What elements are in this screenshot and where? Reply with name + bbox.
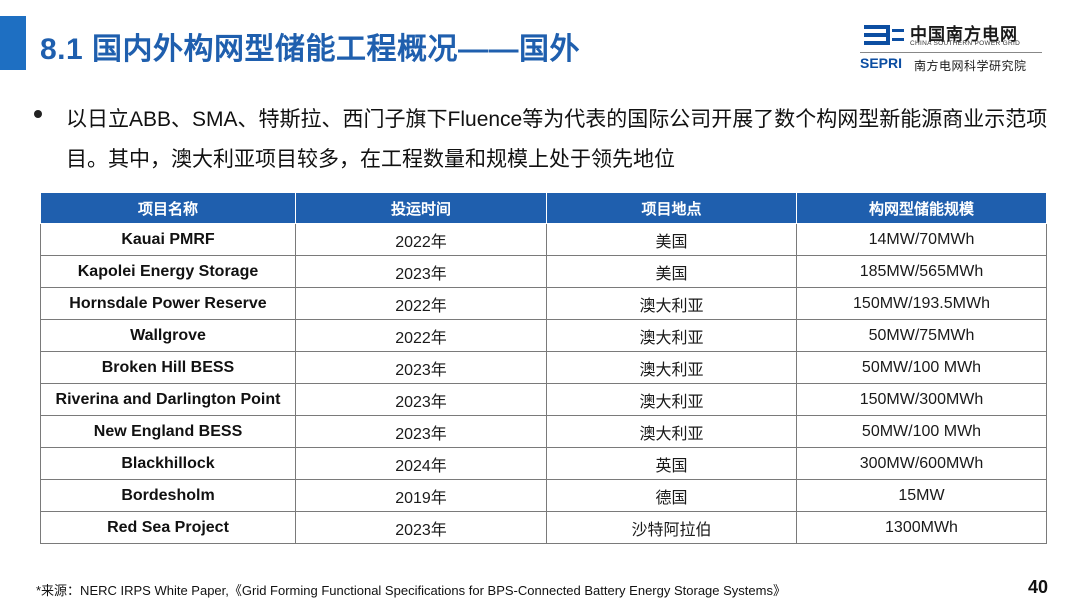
table-cell: 澳大利亚 [546,383,797,416]
bullet-dot-icon [34,110,42,118]
project-name-cell: Riverina and Darlington Point [40,383,296,416]
table-row: Blackhillock 2024年 英国 300MW/600MWh [40,447,1047,480]
project-name-cell: Red Sea Project [40,511,296,544]
table-cell: 50MW/100 MWh [796,351,1047,384]
table-cell: 澳大利亚 [546,319,797,352]
page-number: 40 [1028,577,1049,597]
table-row: Bordesholm 2019年 德国 15MW [40,479,1047,512]
table-header-cell: 投运时间 [295,192,547,224]
logo-divider [860,52,1042,53]
table-body: Kauai PMRF 2022年 美国 14MW/70MWh Kapolei Energ… [40,223,1047,544]
project-name-cell: Kauai PMRF [40,223,296,256]
table-cell: 美国 [546,255,797,288]
table-cell: 50MW/100 MWh [796,415,1047,448]
project-name-cell: Bordesholm [40,479,296,512]
table-cell: 2024年 [295,447,547,480]
table-row: Broken Hill BESS 2023年 澳大利亚 50MW/100 MWh [40,351,1047,384]
table-cell: 沙特阿拉伯 [546,511,797,544]
title-bar: 8.1 国内外构网型储能工程概况——国外 [0,16,680,70]
table-header-cell: 项目地点 [546,192,797,224]
company-logo: 中国南方电网 CHINA SOUTHERN POWER GRID SEPRI 南… [858,18,1048,74]
table-cell: 美国 [546,223,797,256]
table-cell: 2022年 [295,319,547,352]
slide-title: 8.1 国内外构网型储能工程概况——国外 [40,33,581,66]
table-cell: 德国 [546,479,797,512]
project-name-cell: Blackhillock [40,447,296,480]
table-cell: 2023年 [295,351,547,384]
table-cell: 澳大利亚 [546,415,797,448]
table-cell: 150MW/193.5MWh [796,287,1047,320]
title-accent-bar [0,16,26,70]
table-row: Riverina and Darlington Point 2023年 澳大利亚 15… [40,383,1047,416]
table-cell: 2022年 [295,223,547,256]
company-name-en: CHINA SOUTHERN POWER GRID [910,40,1021,47]
table-row: Hornsdale Power Reserve 2022年 澳大利亚 150MW/19… [40,287,1047,320]
table-cell: 2022年 [295,287,547,320]
table-cell: 185MW/565MWh [796,255,1047,288]
table-cell: 2023年 [295,511,547,544]
table-header-cell: 构网型储能规模 [796,192,1047,224]
project-name-cell: Kapolei Energy Storage [40,255,296,288]
table-row: New England BESS 2023年 澳大利亚 50MW/100 MWh [40,415,1047,448]
company-name-cn: 中国南方电网 [910,25,1018,44]
table-row: Red Sea Project 2023年 沙特阿拉伯 1300MWh [40,511,1047,544]
table-cell: 2023年 [295,383,547,416]
table-cell: 15MW [796,479,1047,512]
table-cell: 150MW/300MWh [796,383,1047,416]
project-name-cell: Hornsdale Power Reserve [40,287,296,320]
power-grid-logo-icon [864,25,904,45]
table-cell: 澳大利亚 [546,351,797,384]
table-cell: 澳大利亚 [546,287,797,320]
bullet-text: 以日立ABB、SMA、特斯拉、西门子旗下Fluence等为代表的国际公司开展了数… [66,108,1048,171]
table-row: Kauai PMRF 2022年 美国 14MW/70MWh [40,223,1047,256]
table-header-cell: 项目名称 [40,192,296,224]
table-cell: 14MW/70MWh [796,223,1047,256]
table-cell: 2023年 [295,415,547,448]
project-name-cell: New England BESS [40,415,296,448]
table-header-row: 项目名称 投运时间 项目地点 构网型储能规模 [40,192,1047,224]
project-table: 项目名称 投运时间 项目地点 构网型储能规模 Kauai PMRF 2022年 美国 14M… [40,192,1047,544]
table-cell: 2023年 [295,255,547,288]
table-cell: 300MW/600MWh [796,447,1047,480]
table-cell: 50MW/75MWh [796,319,1047,352]
institute-abbr: SEPRI [860,55,903,71]
table-row: Kapolei Energy Storage 2023年 美国 185MW/565MW… [40,255,1047,288]
source-footnote: *来源：NERC IRPS White Paper,《Grid Forming … [36,583,786,598]
project-name-cell: Broken Hill BESS [40,351,296,384]
table-cell: 英国 [546,447,797,480]
table-row: Wallgrove 2022年 澳大利亚 50MW/75MWh [40,319,1047,352]
institute-name-cn: 南方电网科学研究院 [914,59,1027,73]
table-cell: 1300MWh [796,511,1047,544]
table-cell: 2019年 [295,479,547,512]
project-name-cell: Wallgrove [40,319,296,352]
